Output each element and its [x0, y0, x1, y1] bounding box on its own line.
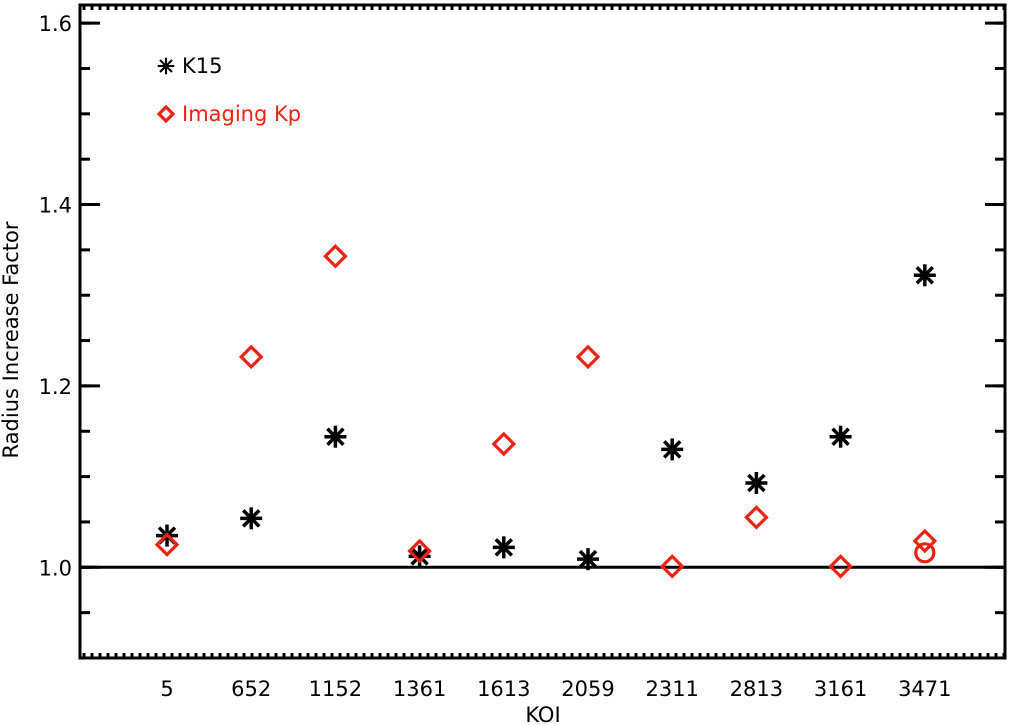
legend-label: Imaging Kp — [182, 102, 301, 126]
k15-point — [745, 471, 768, 494]
x-tick-label: 3471 — [898, 677, 951, 701]
circle-marker — [914, 542, 936, 564]
k15-point — [408, 545, 431, 568]
y-tick-label: 1.6 — [39, 12, 72, 36]
x-tick-label: 3161 — [814, 677, 867, 701]
x-tick-label: 2311 — [645, 677, 698, 701]
k15-point — [240, 507, 263, 530]
x-tick-label: 1361 — [393, 677, 446, 701]
imaging-kp-point — [154, 532, 180, 557]
x-tick-label: 652 — [231, 677, 271, 701]
legend-imaging-kp-symbol — [156, 104, 176, 124]
y-tick-label: 1.0 — [39, 556, 72, 580]
k15-point — [492, 536, 515, 559]
imaging-kp-point — [744, 505, 769, 530]
k15-point — [661, 438, 684, 461]
imaging-kp-point — [491, 431, 517, 457]
imaging-kp-point — [323, 243, 348, 269]
legend-label: K15 — [182, 54, 223, 78]
x-axis-title: KOI — [525, 703, 560, 725]
x-tick-label: 5 — [160, 677, 173, 701]
y-axis-title: Radius Increase Factor — [0, 221, 23, 458]
k15-point — [829, 425, 852, 448]
imaging-kp-point — [575, 344, 601, 370]
x-tick-label: 1613 — [477, 677, 530, 701]
y-tick-label: 1.2 — [39, 375, 72, 399]
imaging-kp-point — [828, 554, 853, 579]
k15-point — [324, 425, 347, 448]
legend-k15-symbol — [157, 57, 175, 75]
y-tick-label: 1.4 — [39, 194, 72, 218]
x-tick-label: 1152 — [309, 677, 362, 701]
imaging-kp-point — [659, 554, 685, 579]
imaging-kp-point — [407, 538, 432, 564]
plot-frame — [78, 3, 1007, 660]
k15-point — [913, 264, 936, 287]
x-tick-label: 2059 — [561, 677, 614, 701]
y-axis-title-group: Radius Increase Factor — [0, 221, 23, 458]
imaging-kp-point — [238, 344, 264, 370]
plot-layer: 1.0 1.2 1.4 1.6 5 652 1152 1361 1613 2059 2311 2813… — [39, 3, 1007, 701]
x-tick-label: 2813 — [730, 677, 783, 701]
k15-point — [577, 548, 599, 571]
imaging-kp-point — [912, 528, 938, 554]
